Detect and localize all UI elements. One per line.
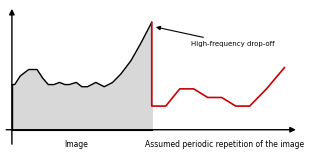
Text: High-frequency drop-off: High-frequency drop-off [157, 26, 275, 47]
Text: Image: Image [64, 140, 88, 149]
Text: Assumed periodic repetition of the image: Assumed periodic repetition of the image [145, 140, 304, 149]
